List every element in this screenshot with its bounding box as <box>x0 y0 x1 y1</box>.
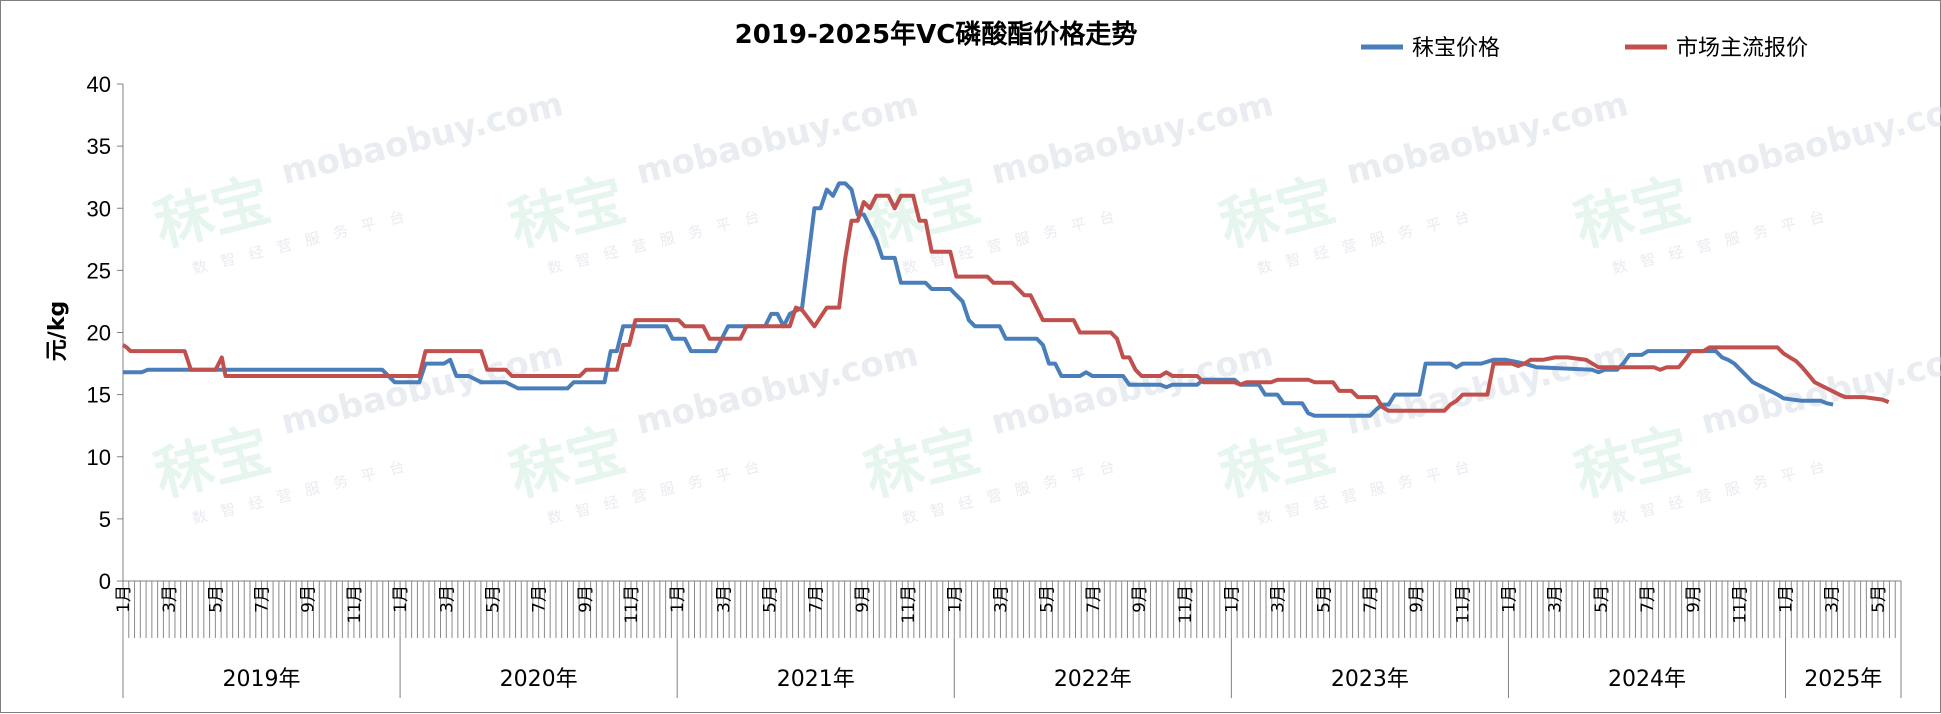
month-tick-label: 11月 <box>345 585 365 624</box>
year-label: 2022年 <box>1054 667 1132 692</box>
watermark-site: mobaobuy.com <box>1342 84 1632 193</box>
month-tick-label: 3月 <box>160 585 180 613</box>
month-tick-label: 5月 <box>1869 585 1889 613</box>
axes-layer <box>117 83 1902 698</box>
y-tick-label: 30 <box>87 196 111 221</box>
month-tick-label: 7月 <box>530 585 550 613</box>
month-tick-label: 5月 <box>1315 585 1335 613</box>
month-tick-label: 11月 <box>1730 585 1750 624</box>
month-tick-label: 5月 <box>1038 585 1058 613</box>
month-tick-label: 7月 <box>807 585 827 613</box>
series-layer <box>121 181 1890 418</box>
y-axis-label: 元/kg <box>45 301 70 361</box>
watermark-site: mobaobuy.com <box>1697 84 1941 193</box>
month-tick-label: 11月 <box>899 585 919 624</box>
y-tick-label: 0 <box>99 569 111 594</box>
month-tick-label: 3月 <box>714 585 734 613</box>
year-label: 2023年 <box>1331 667 1409 692</box>
month-tick-label: 9月 <box>1407 585 1427 613</box>
chart-title: 2019-2025年VC磷酸酯价格走势 <box>735 19 1138 50</box>
month-tick-label: 7月 <box>253 585 273 613</box>
month-tick-label: 9月 <box>1684 585 1704 613</box>
month-tick-label: 7月 <box>1638 585 1658 613</box>
month-tick-label: 3月 <box>991 585 1011 613</box>
month-tick-label: 1月 <box>668 585 688 613</box>
legend-label-series-2: 市场主流报价 <box>1676 36 1808 61</box>
month-tick-label: 1月 <box>391 585 411 613</box>
month-tick-label: 1月 <box>1222 585 1242 613</box>
legend-label-series-1: 秣宝价格 <box>1412 36 1500 61</box>
watermark-site: mobaobuy.com <box>632 334 922 443</box>
labels-layer: 0 5 10 15 20 25 30 35 40 2019年 2020年 2021年 2022年 2023… <box>87 72 1889 692</box>
watermark-site: mobaobuy.com <box>987 334 1277 443</box>
series-line-2 <box>121 193 1890 413</box>
month-tick-label: 11月 <box>1453 585 1473 624</box>
y-tick-label: 40 <box>87 72 111 97</box>
month-tick-label: 3月 <box>1546 585 1566 613</box>
month-tick-label: 7月 <box>1084 585 1104 613</box>
y-tick-label: 20 <box>87 321 111 346</box>
watermark-site: mobaobuy.com <box>632 84 922 193</box>
y-tick-label: 10 <box>87 445 111 470</box>
month-tick-label: 5月 <box>483 585 503 613</box>
month-tick-label: 1月 <box>114 585 134 613</box>
month-tick-label: 1月 <box>1499 585 1519 613</box>
month-tick-label: 5月 <box>1592 585 1612 613</box>
month-tick-label: 9月 <box>1130 585 1150 613</box>
month-tick-label: 1月 <box>1777 585 1797 613</box>
watermark-site: mobaobuy.com <box>277 84 567 193</box>
month-tick-label: 3月 <box>1823 585 1843 613</box>
y-tick-label: 35 <box>87 134 111 159</box>
watermark-site: mobaobuy.com <box>987 84 1277 193</box>
series-line-1 <box>123 181 1834 418</box>
month-tick-label: 11月 <box>622 585 642 624</box>
month-tick-label: 11月 <box>1176 585 1196 624</box>
month-tick-label: 5月 <box>761 585 781 613</box>
y-tick-label: 15 <box>87 383 111 408</box>
month-tick-label: 5月 <box>206 585 226 613</box>
year-label: 2024年 <box>1608 667 1686 692</box>
month-tick-label: 1月 <box>945 585 965 613</box>
year-label: 2021年 <box>777 667 855 692</box>
y-tick-label: 5 <box>99 507 111 532</box>
month-tick-label: 9月 <box>576 585 596 613</box>
y-tick-label: 25 <box>87 258 111 283</box>
legend: 秣宝价格 市场主流报价 <box>1361 36 1808 61</box>
watermark-site: mobaobuy.com <box>1697 334 1941 443</box>
year-label: 2025年 <box>1804 667 1882 692</box>
month-tick-label: 9月 <box>853 585 873 613</box>
month-tick-label: 3月 <box>437 585 457 613</box>
month-tick-label: 3月 <box>1269 585 1289 613</box>
year-label: 2020年 <box>500 667 578 692</box>
year-label: 2019年 <box>223 667 301 692</box>
month-tick-label: 9月 <box>299 585 319 613</box>
month-tick-label: 7月 <box>1361 585 1381 613</box>
